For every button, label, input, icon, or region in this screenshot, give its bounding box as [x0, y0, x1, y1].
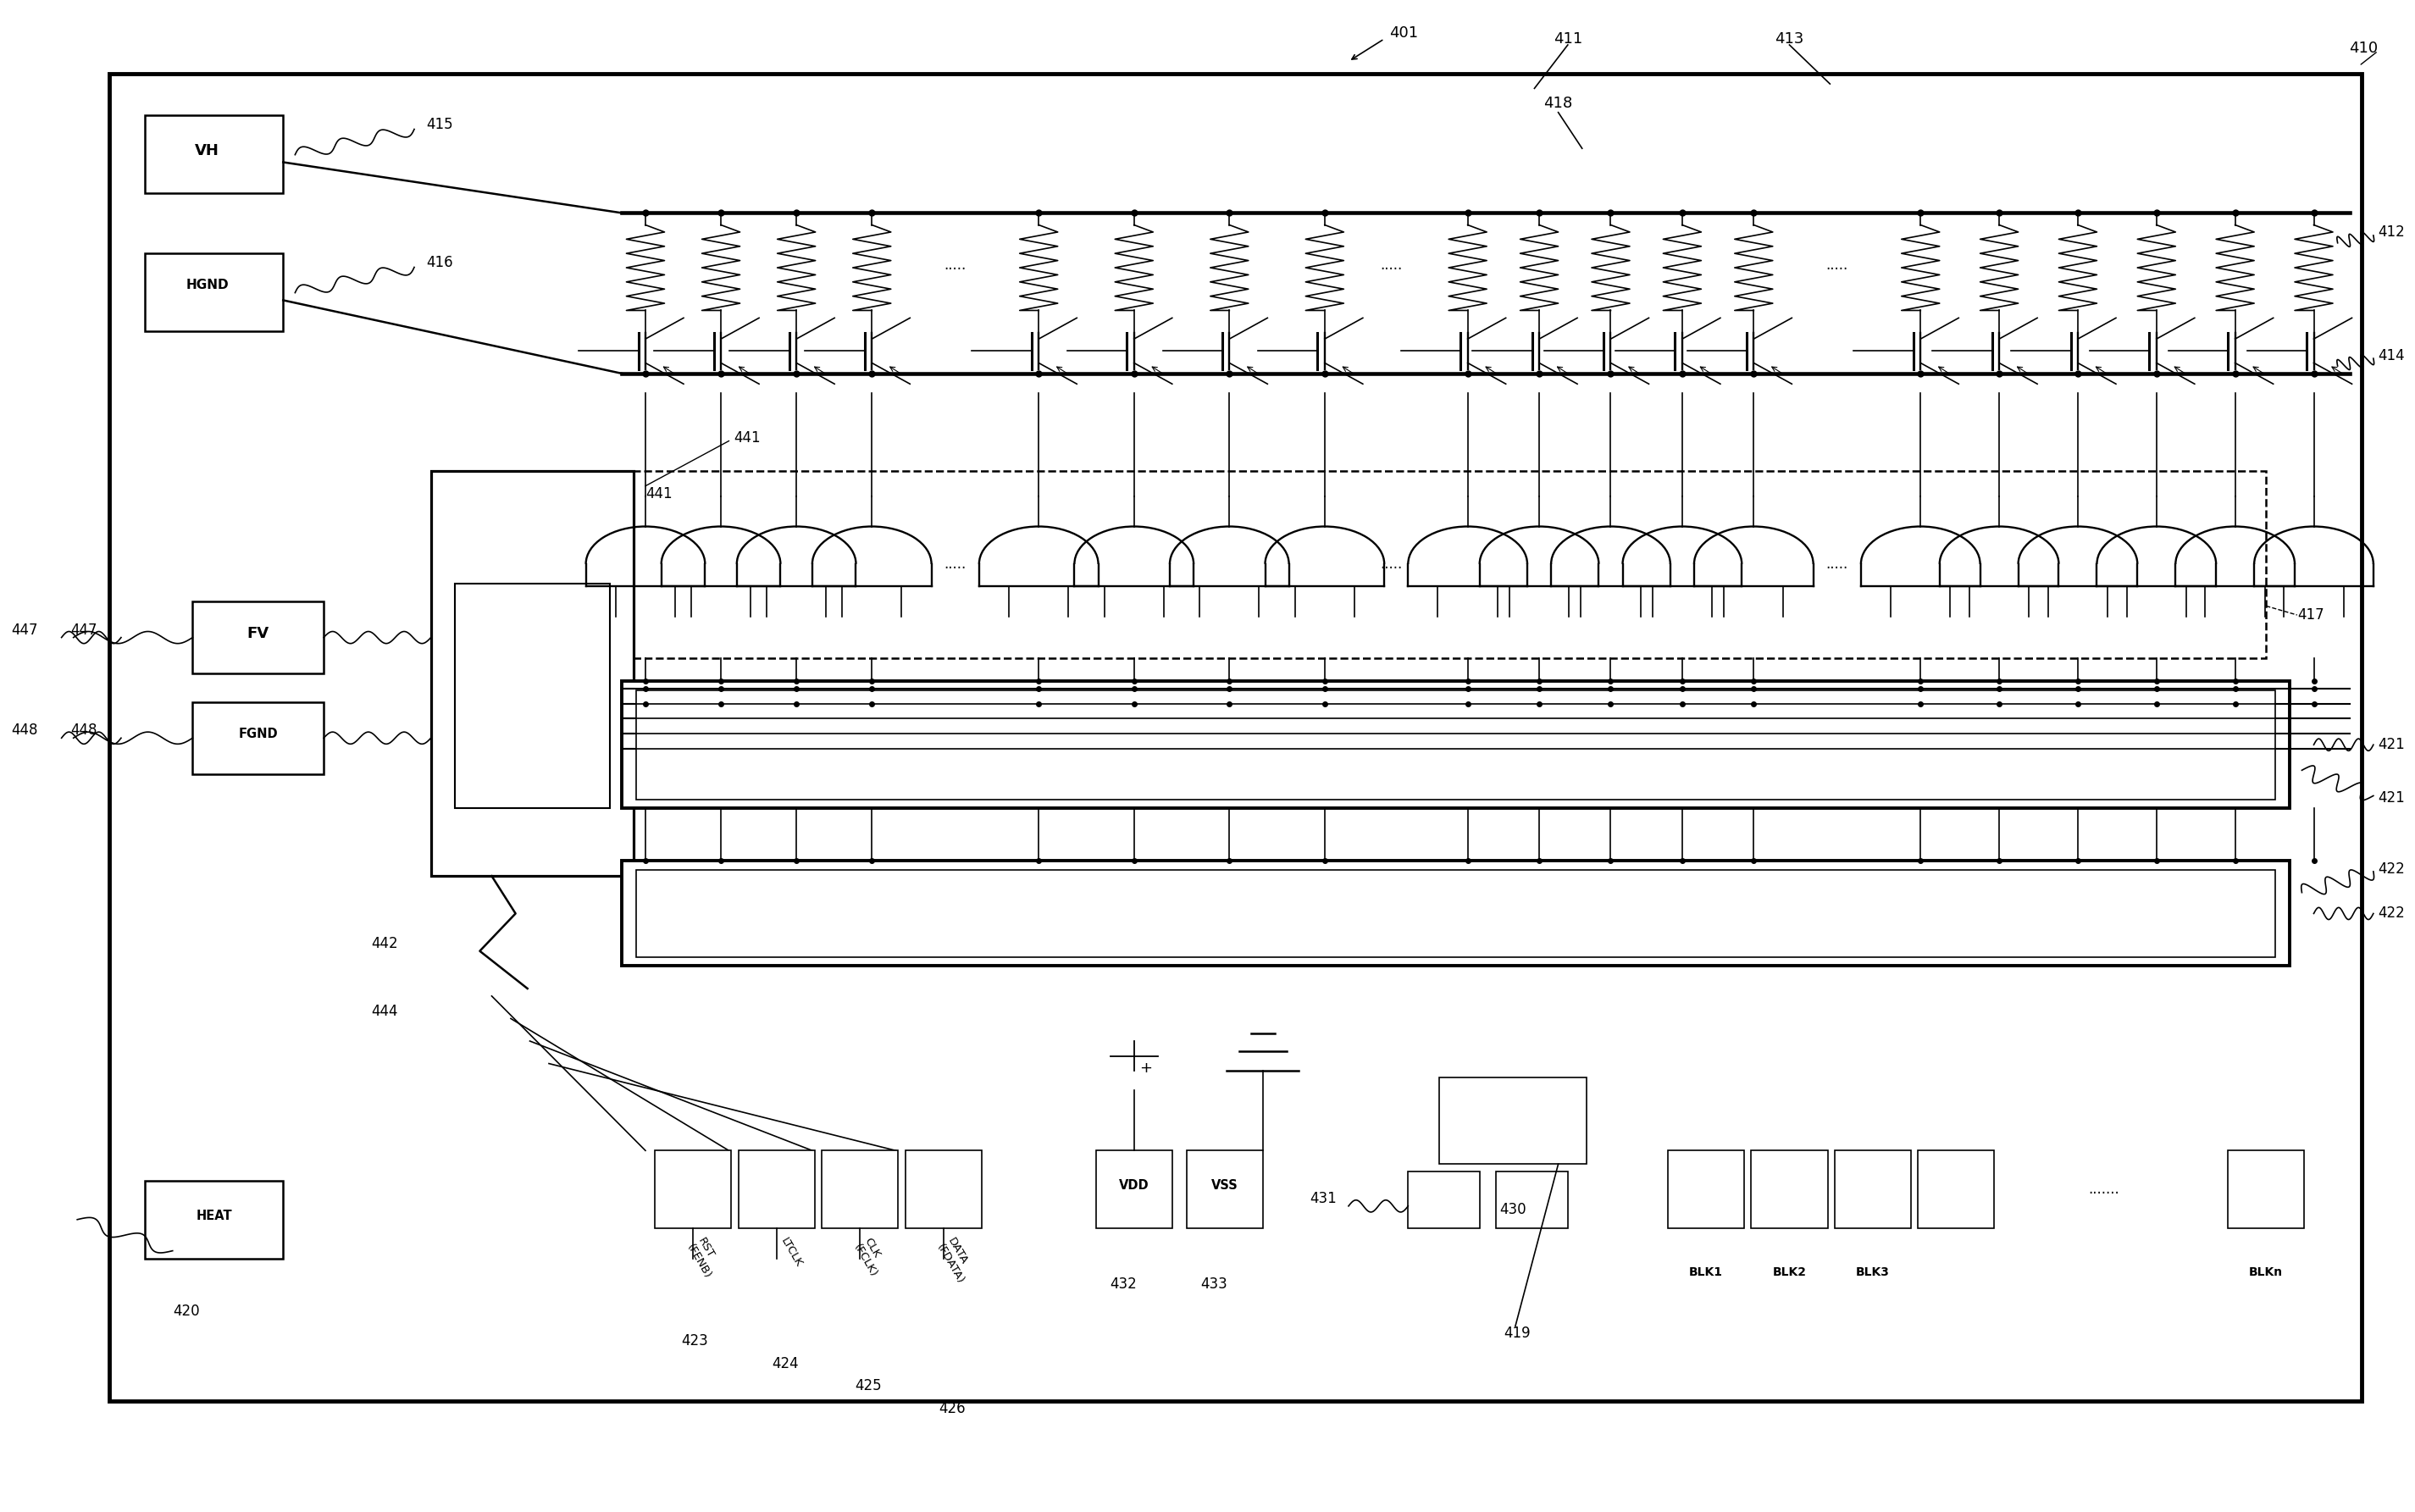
Text: 412: 412: [2379, 225, 2405, 240]
Text: 432: 432: [1111, 1276, 1137, 1291]
Text: 421: 421: [2379, 791, 2405, 806]
Text: .....: .....: [1381, 259, 1403, 274]
Text: 413: 413: [1775, 32, 1804, 47]
Bar: [654, 1151, 732, 1229]
Text: RST
(FENB): RST (FENB): [683, 1237, 724, 1281]
Bar: [1751, 1151, 1828, 1229]
Text: .....: .....: [1381, 556, 1403, 572]
Text: 447: 447: [12, 623, 39, 638]
Text: BLK1: BLK1: [1688, 1266, 1722, 1278]
Bar: [1408, 1172, 1480, 1229]
Bar: [145, 115, 283, 194]
Text: 441: 441: [645, 485, 671, 500]
Text: 447: 447: [70, 623, 97, 638]
Text: .......: .......: [2089, 1182, 2120, 1198]
Text: 411: 411: [1553, 32, 1582, 47]
Bar: [635, 689, 2275, 800]
Bar: [1918, 1151, 1995, 1229]
Bar: [621, 680, 2289, 809]
Text: 444: 444: [372, 1004, 398, 1019]
Bar: [1497, 1172, 1567, 1229]
Bar: [145, 1181, 283, 1258]
Bar: [635, 869, 2275, 957]
Text: VSS: VSS: [1212, 1179, 1239, 1191]
Text: 422: 422: [2379, 906, 2405, 921]
Bar: [821, 1151, 898, 1229]
Text: LTCLK: LTCLK: [780, 1237, 804, 1270]
Text: 442: 442: [372, 936, 398, 951]
Text: FV: FV: [246, 626, 268, 641]
Bar: [2229, 1151, 2304, 1229]
Text: .....: .....: [1826, 556, 1847, 572]
Text: 419: 419: [1505, 1326, 1531, 1341]
Bar: [1669, 1151, 1744, 1229]
Text: 423: 423: [681, 1334, 708, 1349]
Text: .....: .....: [944, 556, 966, 572]
Text: VDD: VDD: [1118, 1179, 1150, 1191]
Bar: [1096, 1151, 1171, 1229]
Text: 425: 425: [855, 1379, 881, 1394]
Text: 416: 416: [425, 256, 454, 271]
Text: 448: 448: [12, 723, 39, 738]
Bar: [109, 74, 2362, 1402]
Text: 424: 424: [773, 1356, 799, 1371]
Text: DATA
(FDATA): DATA (FDATA): [935, 1237, 978, 1287]
Text: 417: 417: [2297, 608, 2323, 623]
Bar: [1439, 1077, 1587, 1164]
Text: BLKn: BLKn: [2248, 1266, 2282, 1278]
Text: 415: 415: [425, 116, 454, 133]
Text: HEAT: HEAT: [196, 1210, 232, 1222]
Text: 431: 431: [1309, 1191, 1335, 1207]
Bar: [906, 1151, 980, 1229]
Text: 414: 414: [2379, 348, 2405, 363]
Text: HGND: HGND: [186, 278, 229, 290]
Text: 426: 426: [939, 1402, 966, 1417]
Text: 418: 418: [1543, 95, 1572, 110]
Bar: [145, 254, 283, 331]
Text: BLK2: BLK2: [1773, 1266, 1806, 1278]
Bar: [193, 602, 324, 673]
Bar: [430, 470, 633, 875]
Bar: [621, 470, 2265, 659]
Text: 420: 420: [174, 1303, 200, 1318]
Text: .....: .....: [1826, 259, 1847, 274]
Bar: [1835, 1151, 1910, 1229]
Text: 410: 410: [2350, 41, 2379, 56]
Text: +: +: [1140, 1060, 1152, 1075]
Bar: [739, 1151, 814, 1229]
Text: 448: 448: [70, 723, 97, 738]
Text: 422: 422: [2379, 862, 2405, 877]
Text: 441: 441: [734, 431, 761, 446]
Text: 401: 401: [1389, 26, 1418, 41]
Text: FGND: FGND: [239, 729, 278, 741]
Text: CLK
(FCLK): CLK (FCLK): [852, 1237, 891, 1279]
Text: 430: 430: [1500, 1202, 1526, 1217]
Text: 433: 433: [1200, 1276, 1227, 1291]
Bar: [193, 702, 324, 774]
Text: BLK3: BLK3: [1857, 1266, 1891, 1278]
Bar: [454, 584, 609, 809]
Bar: [621, 860, 2289, 966]
Text: .....: .....: [944, 259, 966, 274]
Text: VH: VH: [196, 142, 220, 159]
Text: 421: 421: [2379, 738, 2405, 753]
Bar: [1186, 1151, 1263, 1229]
